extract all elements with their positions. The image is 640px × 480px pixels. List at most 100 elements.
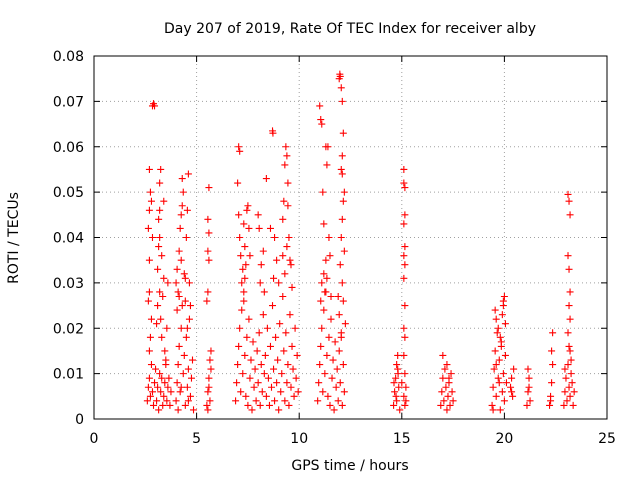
- data-point: [156, 179, 164, 187]
- data-point: [148, 388, 156, 396]
- data-point: [284, 179, 292, 187]
- data-point: [325, 333, 333, 341]
- data-point: [254, 211, 262, 219]
- data-point: [338, 215, 346, 223]
- data-point: [549, 361, 557, 369]
- x-tick-label: 10: [290, 431, 308, 447]
- data-point: [155, 406, 163, 414]
- data-point: [183, 383, 191, 391]
- data-point: [442, 383, 450, 391]
- data-point: [273, 379, 281, 387]
- data-point: [336, 70, 344, 78]
- data-point: [322, 256, 330, 264]
- data-point: [245, 224, 253, 232]
- data-point: [265, 401, 273, 409]
- data-point: [333, 365, 341, 373]
- data-point: [287, 383, 295, 391]
- data-point: [400, 179, 408, 187]
- data-point: [392, 392, 400, 400]
- data-point: [443, 406, 451, 414]
- data-point: [444, 392, 452, 400]
- data-point: [401, 261, 409, 269]
- data-point: [334, 292, 342, 300]
- data-point: [181, 297, 189, 305]
- data-point: [174, 406, 182, 414]
- data-point: [493, 329, 501, 337]
- data-point: [565, 302, 573, 310]
- data-point: [256, 401, 264, 409]
- data-point: [289, 365, 297, 373]
- data-point: [286, 311, 294, 319]
- data-point: [548, 347, 556, 355]
- data-point: [186, 392, 194, 400]
- data-point: [286, 256, 294, 264]
- y-tick-label: 0: [75, 412, 84, 428]
- data-point: [160, 392, 168, 400]
- data-point: [317, 342, 325, 350]
- data-point: [204, 215, 212, 223]
- data-point: [338, 279, 346, 287]
- data-point: [166, 401, 174, 409]
- data-point: [152, 365, 160, 373]
- data-point: [238, 306, 246, 314]
- data-point: [237, 252, 245, 260]
- data-point: [438, 388, 446, 396]
- data-point: [260, 370, 268, 378]
- data-point: [488, 401, 496, 409]
- data-point: [275, 406, 283, 414]
- x-tick-label: 20: [495, 431, 513, 447]
- data-point: [277, 388, 285, 396]
- data-point: [498, 388, 506, 396]
- data-point: [567, 370, 575, 378]
- data-point: [157, 315, 165, 323]
- data-point: [318, 324, 326, 332]
- data-point: [205, 256, 213, 264]
- data-point: [564, 190, 572, 198]
- data-point: [320, 270, 328, 278]
- data-point: [241, 351, 249, 359]
- data-point: [163, 397, 171, 405]
- data-point: [147, 197, 155, 205]
- data-point: [151, 379, 159, 387]
- data-point: [173, 306, 181, 314]
- data-point: [157, 388, 165, 396]
- data-point: [319, 388, 327, 396]
- data-point: [175, 247, 183, 255]
- data-point: [146, 188, 154, 196]
- data-point: [497, 342, 505, 350]
- x-axis-label: GPS time / hours: [291, 458, 408, 474]
- x-tick-label: 15: [393, 431, 411, 447]
- data-point: [523, 401, 531, 409]
- data-point: [338, 170, 346, 178]
- data-point: [250, 383, 258, 391]
- data-point: [240, 288, 248, 296]
- data-point: [446, 401, 454, 409]
- data-point: [401, 184, 409, 192]
- data-point: [280, 347, 288, 355]
- data-point: [257, 361, 265, 369]
- data-point: [320, 220, 328, 228]
- data-point: [339, 297, 347, 305]
- y-tick-label: 0.07: [53, 94, 84, 110]
- data-point: [239, 370, 247, 378]
- data-point: [281, 270, 289, 278]
- data-point: [440, 397, 448, 405]
- data-point: [283, 243, 291, 251]
- data-point: [154, 383, 162, 391]
- data-point: [337, 333, 345, 341]
- data-point: [187, 374, 195, 382]
- data-point: [563, 397, 571, 405]
- data-point: [269, 302, 277, 310]
- data-point: [396, 406, 404, 414]
- data-point: [148, 234, 156, 241]
- data-point: [273, 256, 281, 264]
- data-point: [495, 356, 503, 364]
- data-point: [336, 261, 344, 269]
- data-point: [508, 374, 516, 382]
- data-point: [259, 311, 267, 319]
- data-point: [564, 329, 572, 337]
- data-point: [331, 338, 339, 346]
- data-point: [240, 297, 248, 305]
- data-point: [564, 252, 572, 260]
